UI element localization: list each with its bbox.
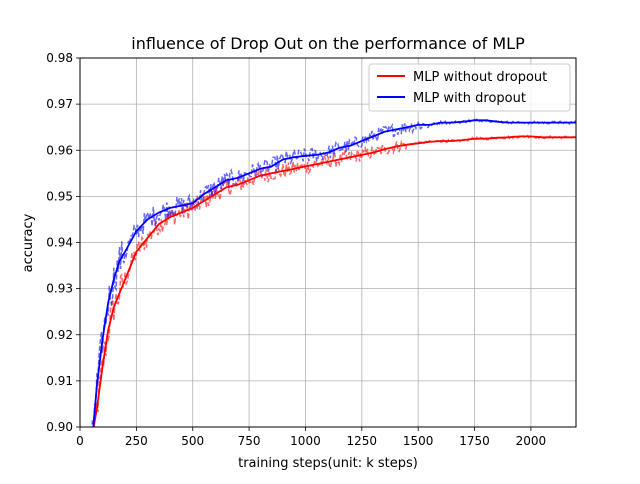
y-tick-label: 0.91 [46,374,73,388]
raw-line-mlp-with-dropout [91,118,576,427]
y-axis-ticks: 0.90 0.91 0.92 0.93 0.94 0.95 0.96 0.97 0.98 [46,51,80,434]
y-tick-label: 0.94 [46,236,73,250]
x-tick-label: 1500 [403,434,434,448]
x-tick-label: 1250 [347,434,378,448]
y-tick-label: 0.97 [46,97,73,111]
raw-series-lines [91,118,576,427]
x-tick-label: 250 [125,434,148,448]
x-tick-label: 750 [238,434,261,448]
x-tick-label: 1000 [290,434,321,448]
x-axis-label: training steps(unit: k steps) [238,456,418,471]
y-tick-label: 0.93 [46,282,73,296]
series-lines [92,119,576,427]
x-tick-label: 1750 [459,434,490,448]
x-tick-label: 500 [181,434,204,448]
series-line-mlp-with-dropout [92,119,576,427]
chart-title: influence of Drop Out on the performance… [131,34,525,53]
legend-box [368,63,571,112]
legend-label: MLP with dropout [413,91,526,106]
y-axis-label: accuracy [21,213,36,272]
y-tick-label: 0.98 [46,51,73,65]
x-tick-label: 0 [76,434,84,448]
x-tick-label: 2000 [516,434,547,448]
series-line-mlp-without-dropout [92,135,576,427]
y-tick-label: 0.96 [46,143,73,157]
y-tick-label: 0.90 [46,420,73,434]
legend: MLP without dropout MLP with dropout [368,63,571,112]
y-tick-label: 0.95 [46,189,73,203]
x-axis-ticks: 0 250 500 750 1000 1250 1500 1750 2000 [76,427,546,448]
raw-line-mlp-without-dropout [92,134,576,427]
legend-label: MLP without dropout [413,70,547,85]
y-tick-label: 0.92 [46,328,73,342]
